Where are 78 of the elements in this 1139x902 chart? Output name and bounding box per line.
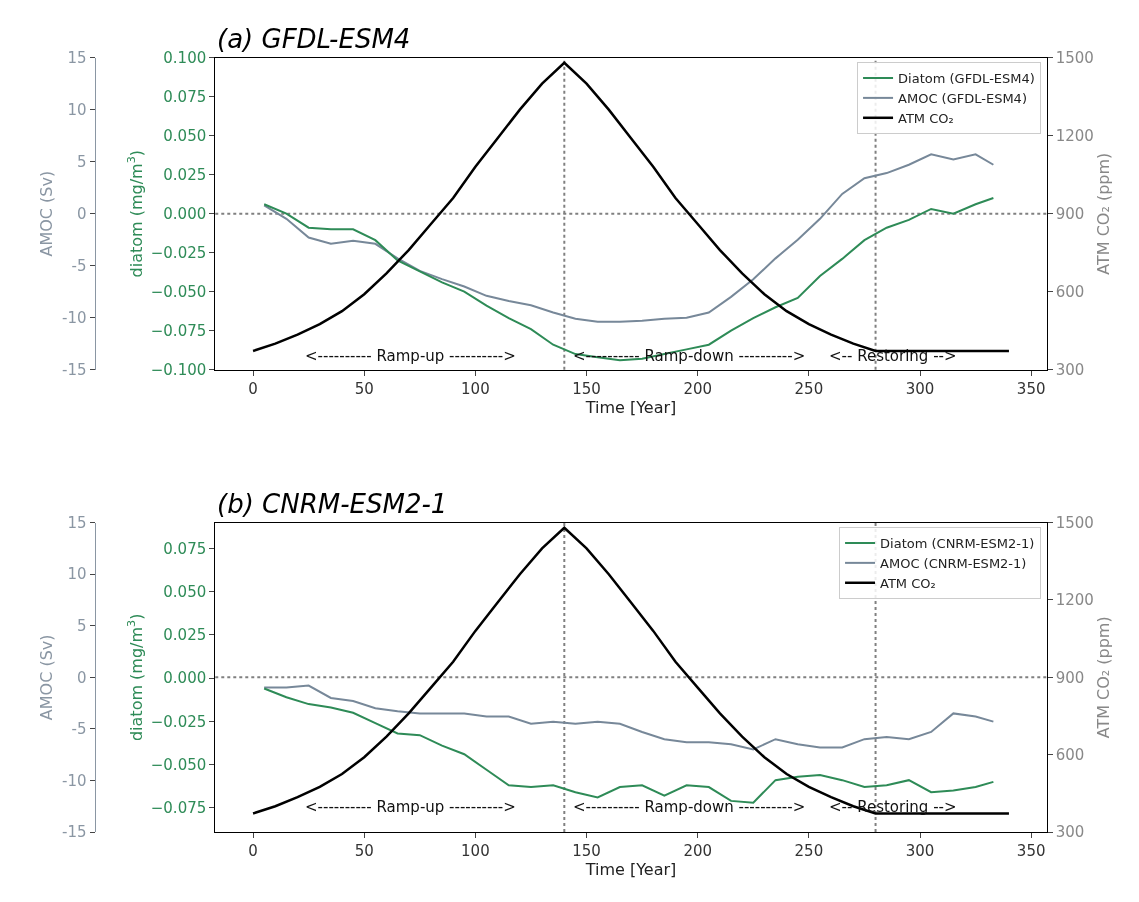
- x-axis-title: Time [Year]: [584, 397, 677, 417]
- x-tick-label: 350: [1016, 379, 1046, 398]
- x-tick-label: 0: [248, 842, 258, 860]
- x-tick-label: 250: [794, 379, 824, 398]
- annotation: <-- Restoring -->: [829, 347, 957, 365]
- legend-label: AMOC (GFDL-ESM4): [898, 90, 1027, 106]
- y-tick-label: -5: [71, 720, 87, 739]
- line-series: [263, 153, 995, 323]
- y2-tick-label: 0.050: [163, 126, 207, 145]
- y-tick-label: 15: [67, 513, 87, 532]
- annotation: <---------- Ramp-down ---------->: [573, 798, 806, 816]
- y2-tick-label: −0.075: [150, 321, 207, 340]
- y2-tick-label: 0.025: [163, 165, 207, 184]
- y2-tick-label: 0.100: [163, 48, 207, 67]
- x-tick-label: 250: [794, 842, 824, 860]
- y3-tick-label: 1200: [1055, 591, 1094, 610]
- chart-title: (b) CNRM-ESM2-1: [217, 489, 448, 519]
- y2-tick-label: 0.075: [163, 539, 207, 558]
- x-axis-title: Time [Year]: [584, 860, 677, 879]
- line-series: [263, 197, 995, 362]
- x-tick-label: 300: [905, 842, 935, 860]
- y-tick-label: 15: [67, 48, 87, 67]
- y2-tick-label: −0.050: [150, 282, 207, 301]
- y3-axis-title: ATM CO₂ (ppm): [1093, 616, 1113, 739]
- x-tick-label: 200: [683, 842, 713, 860]
- y-tick-label: 5: [76, 616, 87, 635]
- y-axis-title: AMOC (Sv): [36, 170, 56, 257]
- y3-tick-label: 900: [1055, 668, 1085, 687]
- y3-tick-label: 600: [1055, 282, 1085, 301]
- legend-label: ATM CO₂: [898, 110, 954, 126]
- legend-label: Diatom (GFDL-ESM4): [898, 71, 1035, 87]
- y-tick-label: 10: [67, 565, 87, 584]
- annotation: <---------- Ramp-up ---------->: [305, 798, 516, 816]
- y-tick-label: -15: [62, 360, 87, 379]
- x-tick-label: 350: [1016, 842, 1046, 860]
- y2-tick-label: 0.025: [163, 626, 207, 645]
- annotation: <---------- Ramp-up ---------->: [305, 347, 516, 365]
- legend-label: Diatom (CNRM-ESM2-1): [880, 536, 1035, 552]
- y3-tick-label: 300: [1055, 360, 1085, 379]
- y3-tick-label: 1500: [1055, 48, 1094, 67]
- x-tick-label: 300: [905, 379, 935, 398]
- y-axis-title: AMOC (Sv): [36, 634, 56, 721]
- y-tick-label: 0: [76, 204, 87, 223]
- y2-tick-label: −0.075: [150, 799, 207, 818]
- y3-tick-label: 1200: [1055, 126, 1094, 145]
- y2-tick-label: 0.050: [163, 582, 207, 601]
- x-tick-label: 100: [461, 842, 490, 860]
- y-tick-label: -5: [71, 256, 87, 275]
- x-tick-label: 150: [572, 842, 601, 860]
- legend-label: ATM CO₂: [880, 575, 936, 591]
- y2-tick-label: 0.000: [163, 204, 207, 223]
- annotation: <-- Restoring -->: [829, 798, 957, 816]
- y-tick-label: -10: [62, 308, 87, 327]
- x-tick-label: 100: [461, 379, 490, 398]
- y3-tick-label: 900: [1055, 204, 1085, 223]
- y3-tick-label: 600: [1055, 745, 1085, 764]
- y-tick-label: 10: [67, 100, 87, 119]
- y2-tick-label: 0.075: [163, 87, 207, 106]
- y3-tick-label: 1500: [1055, 513, 1094, 532]
- chart-title: (a) GFDL-ESM4: [217, 24, 411, 54]
- x-tick-label: 150: [572, 379, 601, 398]
- y-tick-label: -10: [62, 771, 87, 790]
- legend-label: AMOC (CNRM-ESM2-1): [880, 555, 1027, 571]
- y-tick-label: 0: [76, 668, 87, 687]
- line-series: [263, 684, 995, 751]
- y2-tick-label: −0.025: [150, 243, 207, 262]
- x-tick-label: 0: [248, 379, 258, 398]
- y2-tick-label: −0.100: [150, 360, 207, 379]
- x-tick-label: 50: [354, 842, 374, 860]
- y2-tick-label: 0.000: [163, 669, 207, 688]
- x-tick-label: 200: [683, 379, 713, 398]
- y2-tick-label: −0.025: [150, 712, 207, 731]
- y3-tick-label: 300: [1055, 823, 1085, 842]
- x-tick-label: 50: [354, 379, 374, 398]
- y2-tick-label: −0.050: [150, 755, 207, 774]
- y3-axis-title: ATM CO₂ (ppm): [1093, 152, 1113, 275]
- y-tick-label: -15: [62, 823, 87, 842]
- y-tick-label: 5: [76, 152, 87, 171]
